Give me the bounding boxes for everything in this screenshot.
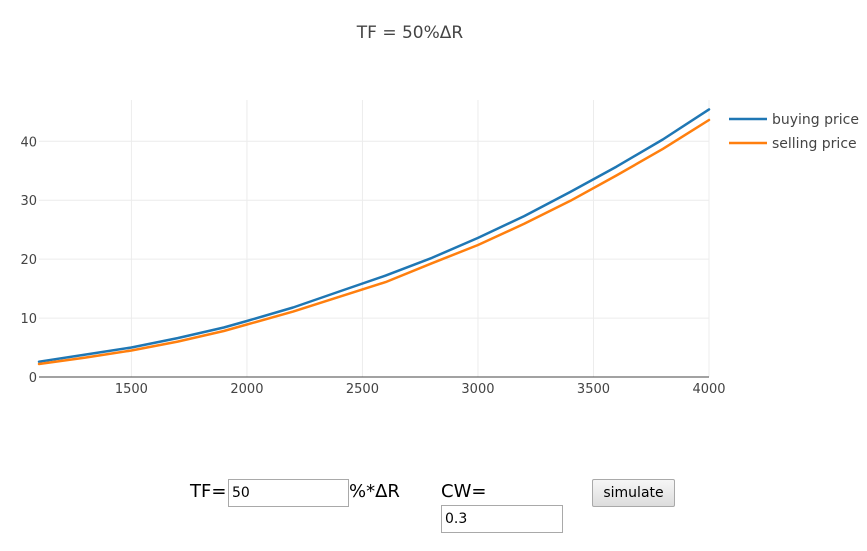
x-tick-label: 2000 (230, 382, 263, 397)
cw-input[interactable] (441, 505, 563, 533)
y-tick-label: 20 (20, 253, 37, 268)
grid-lines (39, 100, 710, 378)
x-tick-label: 2500 (346, 382, 379, 397)
y-tick-label: 40 (20, 135, 37, 150)
tf-suffix-label: %*ΔR (349, 481, 400, 502)
y-tick-label: 10 (20, 312, 37, 327)
chart-title: TF = 50%ΔR (356, 23, 464, 43)
y-tick-label: 30 (20, 194, 37, 209)
axis-ticks: 1500 2000 2500 3000 3500 4000 0 10 20 30 40 (20, 135, 725, 397)
tf-input[interactable] (228, 479, 349, 507)
x-tick-label: 3500 (577, 382, 610, 397)
price-chart: TF = 50%ΔR 1500 2000 2500 3000 3500 4000 0 10 20… (20, 23, 859, 397)
legend-label[interactable]: buying price (772, 112, 859, 128)
x-tick-label: 4000 (692, 382, 725, 397)
legend-label[interactable]: selling price (772, 136, 857, 152)
series-lines (37, 108, 711, 366)
cw-label: CW= (441, 481, 487, 502)
series-line-buying-price[interactable] (37, 108, 711, 363)
x-tick-label: 3000 (461, 382, 494, 397)
legend: buying price selling price (729, 112, 859, 152)
tf-label: TF= (190, 481, 227, 502)
x-tick-label: 1500 (115, 382, 148, 397)
simulate-button[interactable]: simulate (592, 479, 675, 507)
series-line-selling-price[interactable] (37, 118, 711, 366)
y-tick-label: 0 (29, 371, 37, 386)
